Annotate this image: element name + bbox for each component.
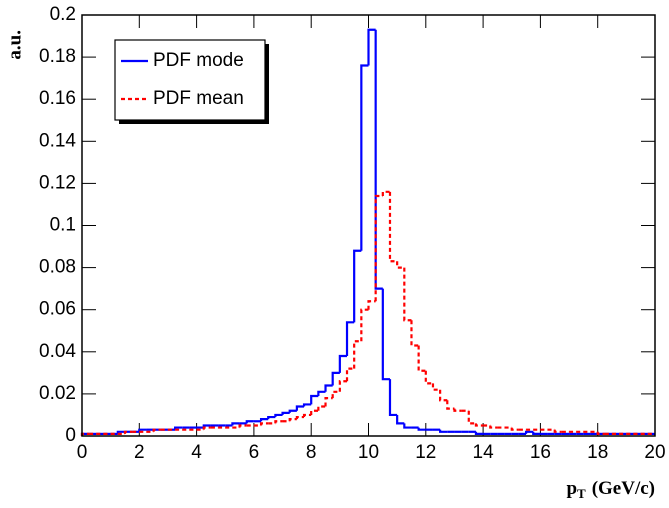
y-tick-label: 0.14: [39, 130, 76, 151]
histogram-bin: [274, 420, 283, 424]
y-axis-label: a.u.: [4, 30, 25, 60]
histogram-bin: [345, 367, 355, 382]
histogram-bin: [553, 429, 562, 433]
histogram-bin: [353, 340, 362, 369]
histogram-bin: [524, 430, 534, 434]
y-tick-label: 0.04: [39, 341, 76, 362]
histogram-bin: [338, 354, 348, 373]
histogram-bin: [152, 428, 161, 432]
x-label-unit: (GeV/c): [592, 478, 655, 499]
y-tick-label: 0.12: [39, 172, 76, 193]
histogram-bin: [295, 415, 305, 420]
x-label-main: p: [566, 478, 577, 499]
x-tick-label: 16: [530, 442, 551, 463]
histogram-bin: [532, 431, 541, 435]
x-tick-label: 14: [473, 442, 495, 463]
y-tick-label: 0.08: [39, 257, 76, 278]
histogram-bin: [302, 413, 312, 418]
y-tick-label: 0.1: [50, 215, 76, 236]
x-tick-label: 6: [249, 442, 260, 463]
x-tick-label: 4: [191, 442, 202, 463]
histogram-bin: [317, 405, 326, 411]
histogram-bin: [424, 370, 433, 385]
histogram-bin: [231, 422, 240, 426]
histogram-bin: [446, 400, 455, 410]
histogram-bin: [245, 420, 254, 424]
histogram-bin: [396, 261, 405, 269]
y-tick-label: 0.18: [39, 46, 76, 67]
histogram-bin: [331, 390, 340, 399]
y-tick-label: 0.2: [50, 4, 76, 25]
y-tick-label: 0.02: [39, 383, 76, 404]
histogram-bin: [281, 411, 290, 415]
y-tick-label: 0: [65, 425, 76, 446]
histogram-bin: [467, 410, 476, 425]
x-tick-label: 0: [77, 442, 88, 463]
histogram-bin: [302, 403, 312, 407]
histogram-bin: [274, 413, 283, 418]
histogram-bin: [367, 28, 376, 66]
histogram-bin: [338, 380, 348, 392]
histogram-bin: [202, 426, 211, 430]
x-tick-label: 8: [306, 442, 317, 463]
histogram-bin: [331, 371, 340, 386]
histogram-bin: [439, 429, 448, 433]
y-tick-label: 0.06: [39, 299, 76, 320]
histogram-bin: [410, 320, 419, 347]
x-tick-label: 2: [134, 442, 145, 463]
histogram-bin: [403, 267, 412, 322]
x-label-sub: T: [577, 486, 586, 501]
histogram-bin: [596, 431, 605, 435]
histogram-bin: [417, 345, 426, 372]
histogram-bin: [388, 379, 398, 417]
histogram-bin: [267, 415, 276, 420]
histogram-bin: [388, 191, 398, 263]
x-tick-label: 12: [415, 442, 436, 463]
legend-box: [114, 39, 266, 121]
histogram-bin: [324, 384, 333, 392]
x-axis-label: pT (GeV/c): [566, 478, 655, 501]
histogram-bin: [367, 300, 376, 310]
histogram-bin: [431, 383, 441, 391]
legend-label: PDF mode: [153, 50, 244, 71]
histogram-bin: [123, 430, 133, 434]
histogram-bin: [360, 64, 369, 251]
x-tick-label: 20: [644, 442, 665, 463]
histogram-bin: [396, 414, 405, 425]
histogram-bin: [374, 29, 383, 290]
histogram-bin: [345, 321, 355, 357]
histogram-bin: [439, 389, 448, 402]
histogram-bin: [360, 308, 369, 342]
histogram-bin: [324, 397, 333, 407]
histogram-bin: [259, 418, 269, 422]
histogram-bin: [453, 408, 462, 412]
histogram-bin: [238, 424, 247, 428]
plot-frame: [81, 14, 656, 437]
histogram-bin: [381, 190, 390, 197]
histogram-bin: [288, 409, 297, 413]
histogram-bin: [295, 405, 305, 411]
histogram-bin: [288, 418, 297, 422]
histogram-bin: [310, 409, 319, 415]
y-tick-label: 0.16: [39, 88, 76, 109]
x-tick-label: 18: [587, 442, 608, 463]
histogram-bin: [417, 427, 426, 431]
legend-label: PDF mean: [153, 88, 244, 109]
histogram-bin: [259, 422, 269, 426]
histogram-bin: [474, 431, 484, 435]
x-tick-label: 10: [358, 442, 379, 463]
histogram-bin: [310, 394, 319, 405]
histogram-bin: [403, 423, 412, 429]
histogram-bin: [353, 249, 362, 323]
histogram-bin: [317, 390, 326, 397]
histogram-bin: [374, 194, 383, 302]
histogram-bin: [474, 423, 484, 427]
histogram-bin: [489, 425, 498, 429]
histogram-bin: [381, 288, 390, 381]
histogram-bin: [510, 427, 519, 431]
